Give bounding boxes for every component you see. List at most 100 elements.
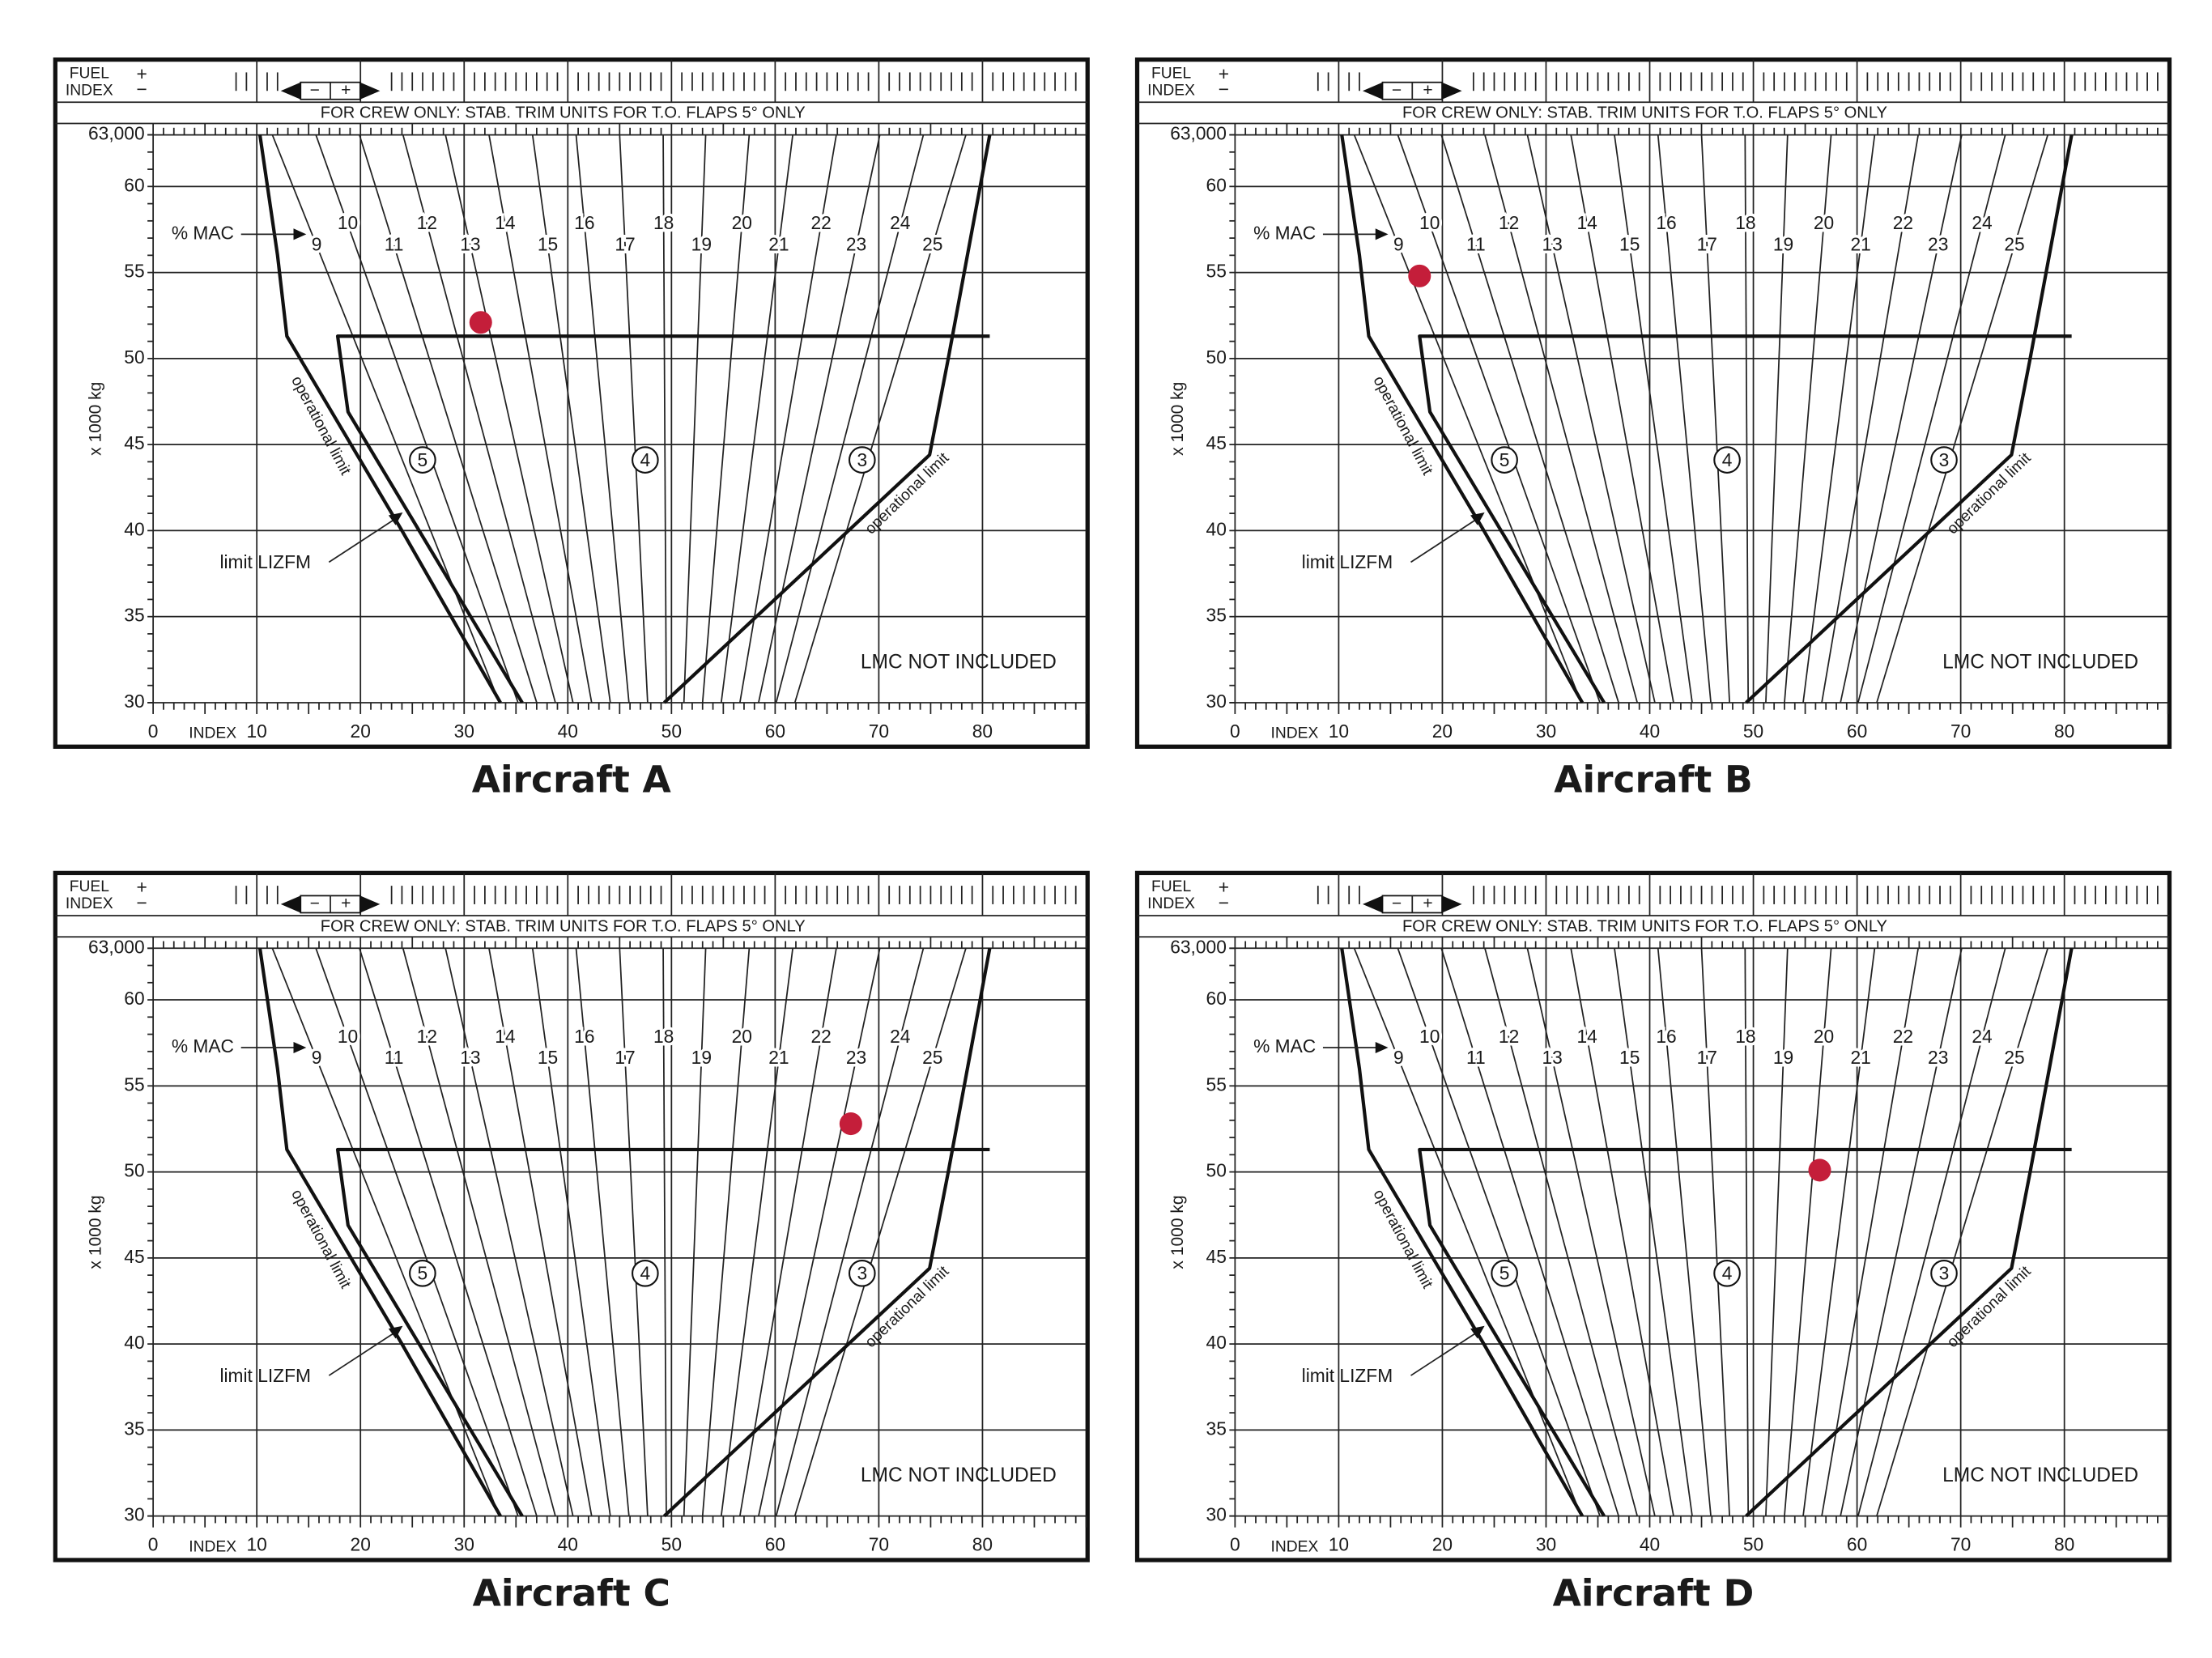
mac-annotation: % MAC — [1253, 1035, 1316, 1056]
limit-line — [1418, 334, 2072, 704]
mac-label: 10 — [338, 1026, 358, 1047]
operational-limit-right: operational limit — [1944, 1263, 2035, 1351]
arrow-right — [1442, 82, 1462, 100]
mac-line — [271, 947, 500, 1516]
y-tick-label: 40 — [1206, 1332, 1227, 1353]
x-tick-label: 10 — [247, 721, 267, 742]
lmc-note: LMC NOT INCLUDED — [1942, 1465, 2138, 1486]
mac-label: 12 — [1499, 1026, 1519, 1047]
fuel-minus: − — [136, 79, 147, 100]
y-tick-label: 55 — [1206, 1073, 1227, 1095]
mac-label: 18 — [653, 1026, 674, 1047]
mac-arrowhead — [293, 1042, 307, 1054]
mac-label: 19 — [691, 233, 712, 254]
x-axis-label: INDEX — [189, 1538, 236, 1555]
mac-line — [720, 134, 794, 704]
trim-zone-circle — [409, 1259, 436, 1287]
trim-zone-label: 5 — [1499, 1263, 1510, 1284]
mac-label: 25 — [922, 1047, 942, 1068]
trim-zone-circle — [632, 446, 659, 474]
frame — [1134, 870, 2172, 1562]
x-tick-label: 0 — [148, 721, 159, 742]
mac-arrowhead — [1375, 228, 1389, 240]
mac-label: 25 — [2004, 1047, 2024, 1068]
mac-label: 24 — [890, 1026, 910, 1047]
mac-line — [488, 134, 593, 704]
mac-line — [701, 948, 751, 1516]
mac-line — [1570, 948, 1674, 1516]
y-tick-label: 63,000 — [88, 123, 145, 144]
mac-line — [445, 134, 574, 704]
y-axis-label: x 1000 kg — [87, 382, 105, 456]
y-tick-label: 50 — [124, 1160, 144, 1181]
mac-line — [1784, 134, 1832, 704]
data-point — [1808, 1158, 1831, 1182]
mac-line — [1657, 948, 1712, 1516]
lizfm-arrowhead — [388, 1325, 403, 1339]
lmc-note: LMC NOT INCLUDED — [861, 1465, 1057, 1486]
x-axis-label: INDEX — [1270, 1538, 1318, 1555]
mac-line — [445, 948, 574, 1516]
lizfm-label: limit LIZFM — [1302, 551, 1393, 572]
x-tick-label: 30 — [1536, 721, 1556, 742]
mac-line — [402, 134, 556, 704]
mac-label: 25 — [922, 233, 942, 254]
mac-label: 20 — [1814, 1026, 1834, 1047]
x-tick-label: 10 — [1329, 721, 1349, 742]
fuel-index-label: INDEX — [1147, 82, 1195, 99]
lizfm-arrowhead — [388, 512, 403, 525]
mac-line — [758, 134, 881, 704]
data-point — [1408, 264, 1431, 287]
trim-zone-circle — [1491, 446, 1518, 474]
mac-line — [1614, 134, 1693, 704]
trim-zone-circle — [848, 1259, 876, 1287]
mac-label: 21 — [768, 1047, 789, 1068]
arrow-right — [359, 82, 381, 100]
trim-zone-label: 3 — [857, 449, 867, 470]
mac-label: 16 — [574, 212, 594, 233]
lmc-note: LMC NOT INCLUDED — [861, 651, 1057, 673]
mac-label: 17 — [615, 233, 635, 254]
mac-arrowhead — [293, 228, 307, 240]
data-point — [469, 311, 492, 334]
lizfm-label: limit LIZFM — [219, 551, 310, 572]
mac-line — [1700, 134, 1730, 703]
trim-zone-circle — [409, 446, 436, 474]
arrow-left — [1362, 895, 1383, 913]
fuel-label: FUEL — [1151, 65, 1192, 82]
mac-line — [1484, 134, 1639, 704]
mac-line — [662, 134, 667, 703]
y-tick-label: 45 — [1206, 1246, 1227, 1267]
mac-label: 15 — [538, 1047, 558, 1068]
operational-limit-right: operational limit — [1944, 449, 2035, 538]
y-tick-label: 45 — [124, 432, 144, 453]
limit-line — [257, 134, 502, 704]
mac-label: 19 — [1773, 1047, 1793, 1068]
mac-label: 23 — [1928, 1047, 1948, 1068]
y-axis-label: x 1000 kg — [87, 1195, 105, 1269]
limit-line — [1340, 134, 1585, 704]
x-tick-label: 50 — [1743, 1533, 1763, 1554]
mac-label: 24 — [1972, 1026, 1992, 1047]
mac-line — [531, 948, 611, 1516]
x-tick-label: 10 — [1329, 1533, 1349, 1554]
arrow-minus: − — [310, 81, 320, 100]
fuel-label: FUEL — [70, 65, 110, 82]
mac-label: 16 — [1656, 1026, 1676, 1047]
y-tick-label: 63,000 — [1170, 123, 1227, 144]
limit-line — [335, 334, 990, 704]
trim-zone-label: 5 — [418, 449, 428, 470]
x-tick-label: 50 — [661, 721, 682, 742]
mac-line — [575, 948, 630, 1516]
arrow-plus: + — [1423, 894, 1432, 912]
fuel-label: FUEL — [70, 878, 110, 895]
mac-line — [1397, 134, 1601, 704]
mac-label: 13 — [460, 1047, 480, 1068]
mac-label: 12 — [1499, 212, 1519, 233]
x-tick-label: 40 — [558, 1533, 578, 1554]
mac-label: 24 — [890, 212, 910, 233]
lizfm-leader — [1410, 1332, 1477, 1376]
mac-label: 9 — [312, 233, 322, 254]
